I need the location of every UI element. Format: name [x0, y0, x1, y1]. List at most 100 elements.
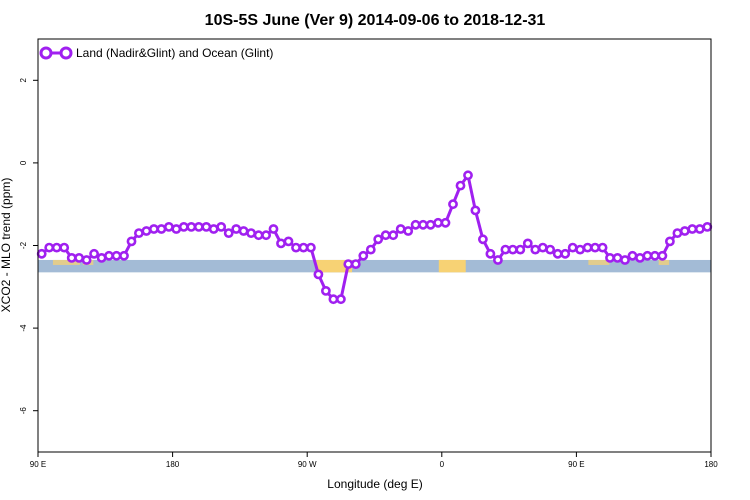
data-point	[246, 228, 256, 238]
data-point	[627, 250, 638, 261]
data-point	[702, 221, 713, 232]
data-point	[305, 242, 316, 253]
data-point	[193, 221, 204, 232]
data-point	[156, 224, 167, 234]
data-point	[679, 226, 690, 236]
data-point	[403, 226, 414, 236]
x-tick-label: 180	[704, 460, 718, 469]
data-point	[425, 219, 436, 230]
y-axis: 2 0 -2 -4 -6	[19, 78, 38, 415]
data-point	[119, 250, 129, 261]
ocean-band	[38, 259, 711, 273]
plot-frame	[37, 38, 712, 453]
data-point	[530, 244, 541, 255]
data-point	[642, 250, 653, 261]
data-point	[440, 217, 451, 228]
data-point	[36, 248, 47, 259]
data-point	[208, 224, 219, 234]
data-point	[358, 250, 369, 261]
data-point	[148, 224, 159, 234]
x-axis: 90 E 180 90 W 0 90 E 180	[30, 452, 718, 469]
data-point	[492, 255, 503, 265]
data-point	[111, 250, 122, 261]
data-point	[567, 242, 578, 253]
data-point	[268, 224, 279, 234]
series-layer	[36, 170, 713, 305]
data-point	[575, 244, 585, 255]
data-point	[238, 226, 249, 236]
land-band	[316, 259, 353, 273]
data-point	[186, 221, 197, 232]
x-tick-label: 180	[166, 460, 180, 469]
island-band	[658, 259, 670, 265]
data-point	[463, 170, 473, 181]
data-point	[373, 234, 384, 245]
data-point	[590, 242, 600, 253]
data-point	[335, 294, 346, 305]
island-band	[52, 259, 80, 265]
legend-marker-icon	[59, 46, 73, 60]
island-band	[588, 259, 610, 265]
data-point	[133, 228, 144, 238]
data-point	[104, 250, 114, 261]
y-tick-label: -2	[19, 241, 28, 249]
data-point	[253, 230, 264, 241]
legend-marker-icon	[39, 46, 53, 60]
y-axis-label: XCO2 - MLO trend (ppm)	[0, 178, 13, 313]
data-point	[620, 255, 630, 265]
data-point	[477, 234, 488, 245]
data-point	[51, 242, 62, 253]
data-point	[44, 242, 55, 253]
data-point	[522, 238, 533, 249]
data-point	[283, 236, 294, 247]
data-point	[171, 224, 182, 234]
data-point	[380, 230, 391, 241]
data-point	[612, 252, 623, 263]
data-point	[178, 221, 189, 232]
data-point	[89, 248, 99, 259]
data-point	[455, 180, 466, 191]
data-point	[448, 199, 458, 210]
x-tick-label: 90 W	[298, 460, 317, 469]
chart-title: 10S-5S June (Ver 9) 2014-09-06 to 2018-1…	[205, 12, 546, 29]
data-point	[582, 242, 593, 253]
data-point	[694, 224, 705, 234]
legend: Land (Nadir&Glint) and Ocean (Glint)	[39, 46, 273, 60]
data-point	[665, 236, 675, 247]
data-point	[74, 252, 84, 263]
x-tick-label: 90 E	[30, 460, 46, 469]
data-point	[605, 252, 615, 263]
x-axis-label: Longitude (deg E)	[327, 477, 422, 491]
land-band	[438, 259, 466, 273]
data-point	[216, 221, 227, 232]
x-tick-label: 90 E	[568, 460, 584, 469]
x-tick-label: 0	[440, 460, 445, 469]
data-point	[552, 248, 563, 259]
data-point	[650, 250, 660, 261]
y-tick-label: -6	[19, 407, 28, 415]
y-tick-label: 0	[19, 160, 28, 165]
data-point	[395, 224, 406, 234]
data-point	[597, 242, 608, 253]
data-point	[223, 228, 234, 238]
data-point	[59, 242, 70, 253]
data-point	[388, 230, 399, 241]
data-point	[657, 250, 668, 261]
data-point	[560, 248, 571, 259]
data-point	[545, 244, 556, 255]
data-point	[687, 224, 698, 234]
data-point	[141, 226, 152, 236]
data-point	[507, 244, 518, 255]
data-point	[320, 285, 331, 296]
data-point	[328, 294, 339, 305]
data-point	[313, 269, 324, 280]
data-point	[231, 224, 242, 234]
data-point	[350, 259, 361, 269]
data-point	[126, 236, 137, 247]
data-point	[276, 238, 286, 249]
data-point	[291, 242, 301, 253]
data-point	[410, 219, 421, 230]
data-point	[470, 205, 481, 216]
legend-label: Land (Nadir&Glint) and Ocean (Glint)	[76, 46, 273, 60]
